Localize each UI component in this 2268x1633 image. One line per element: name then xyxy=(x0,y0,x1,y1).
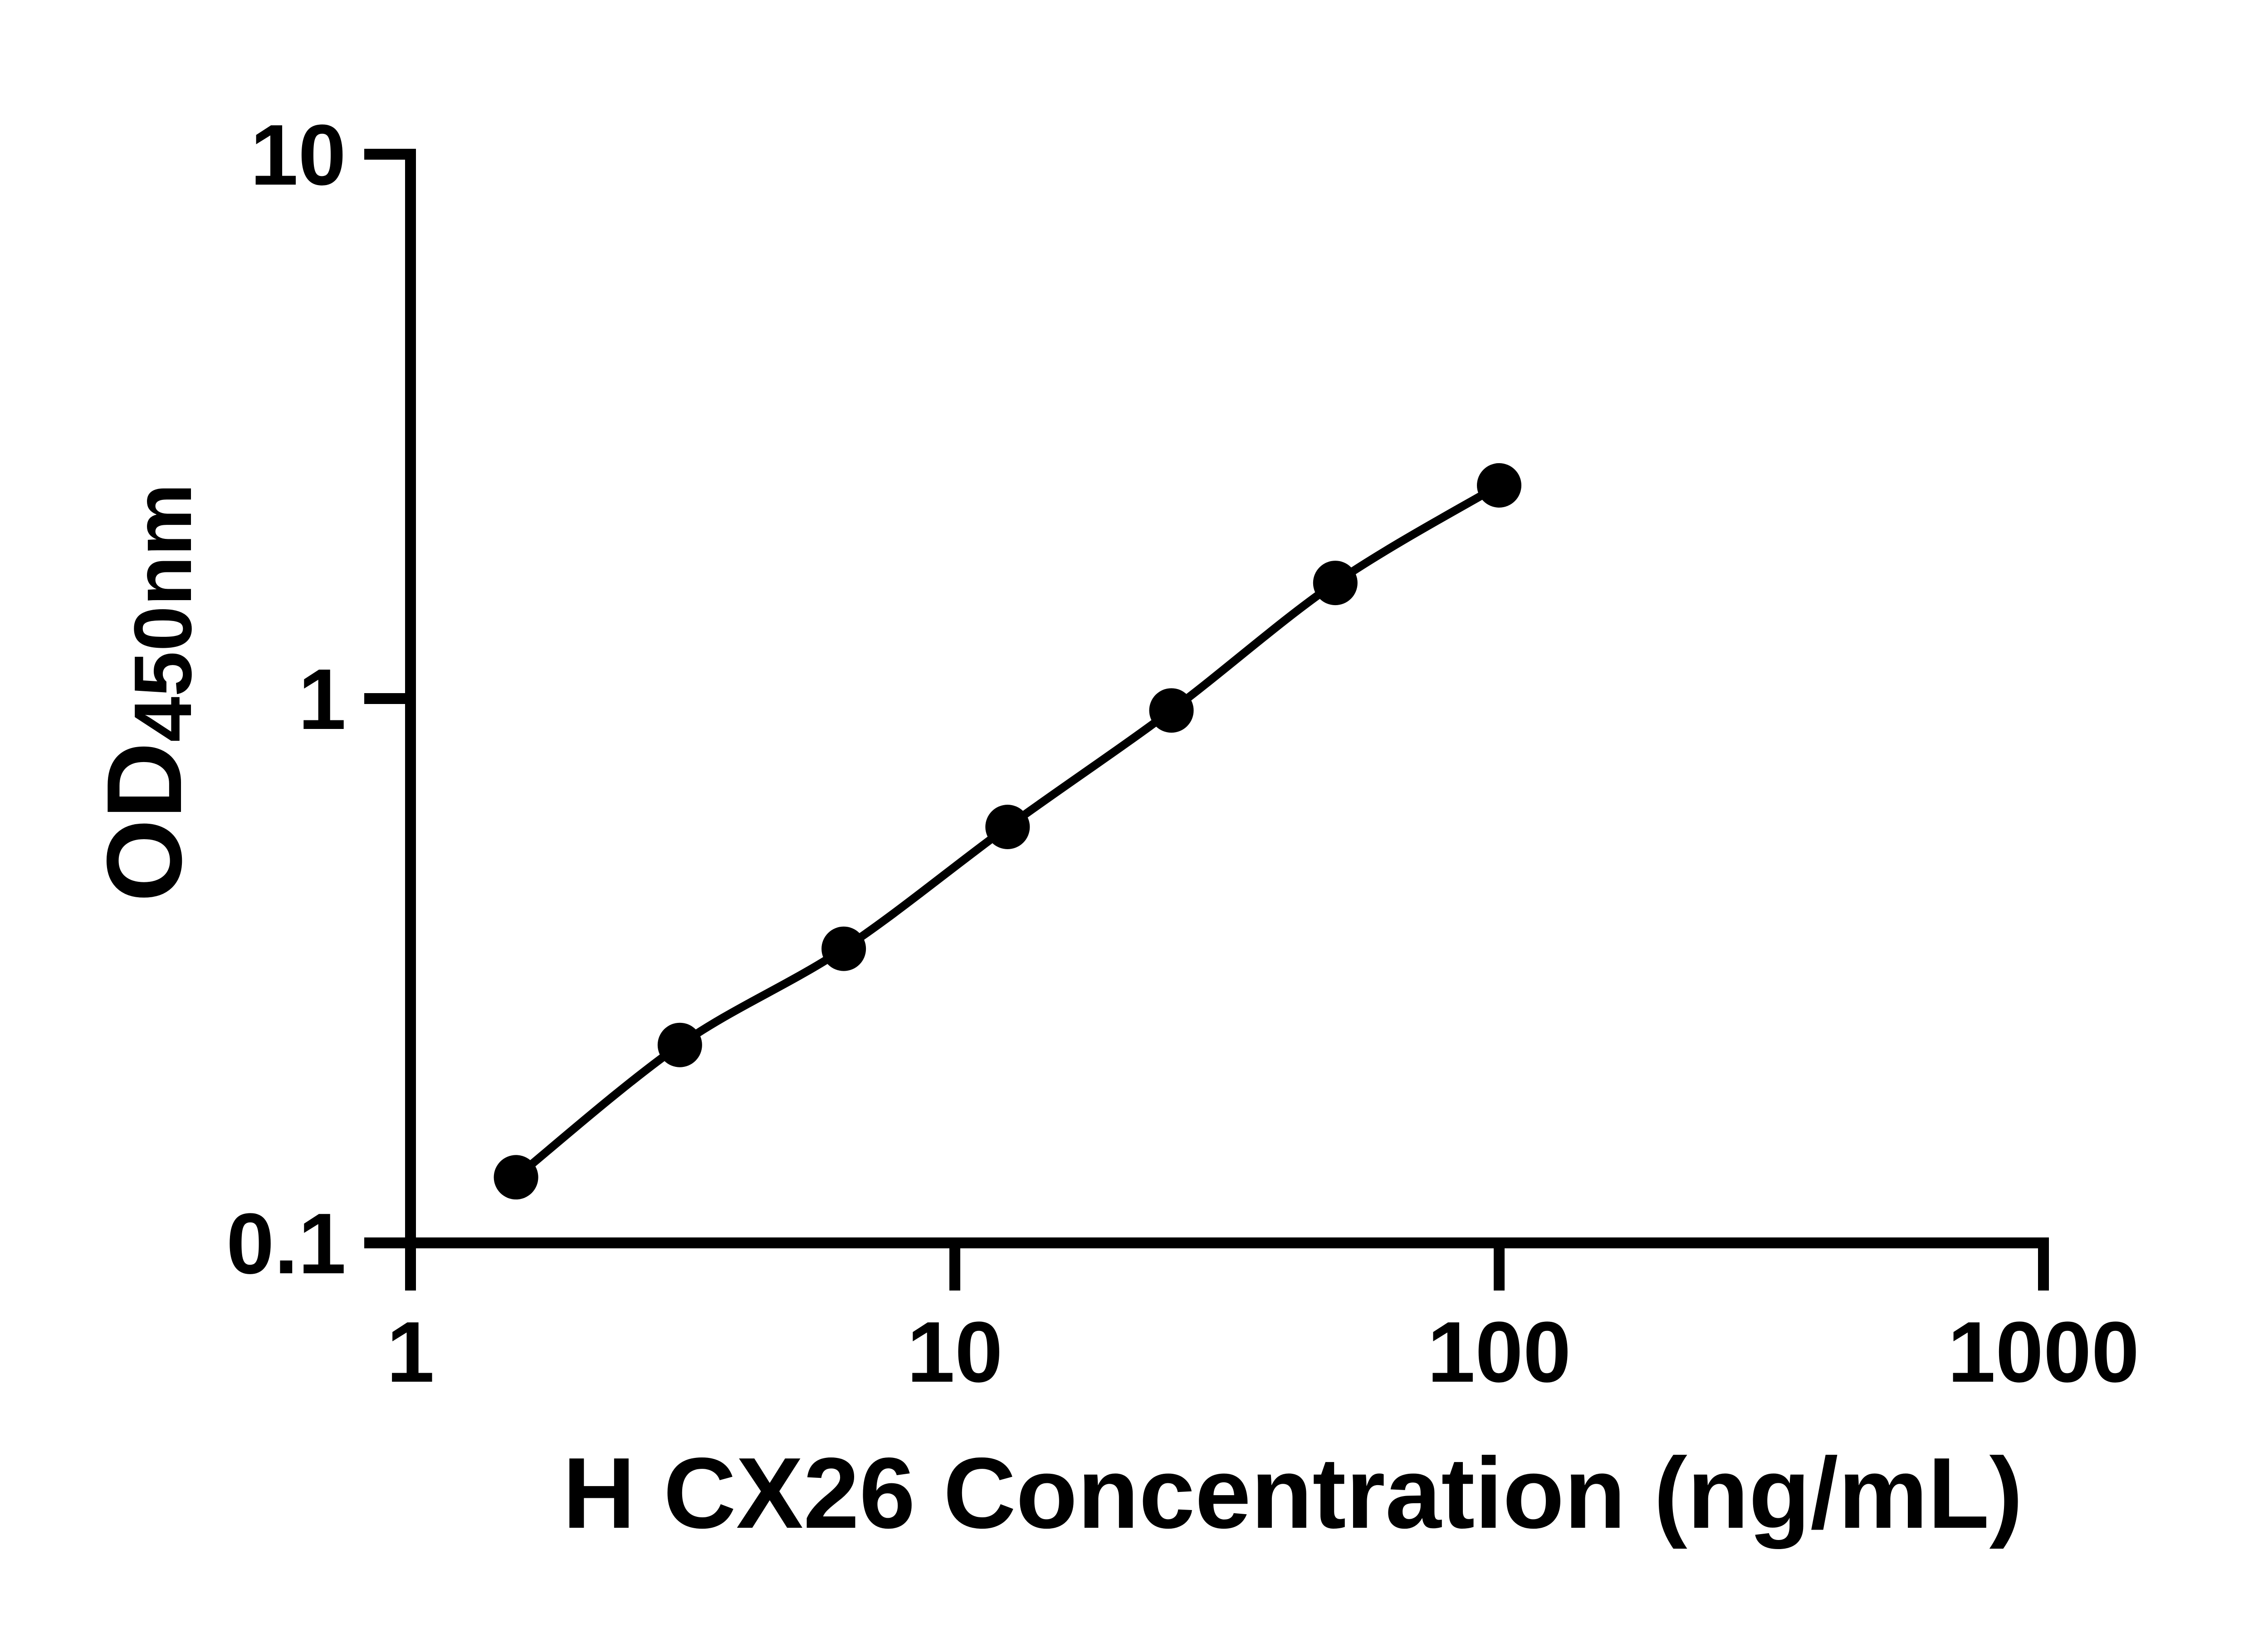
x-tick-label-1: 1 xyxy=(386,1304,435,1400)
y-axis-title-subscript: 450nm xyxy=(117,484,209,742)
data-point xyxy=(985,805,1030,849)
y-axis-title: OD450nm xyxy=(84,484,209,902)
x-tick-label-1000: 1000 xyxy=(1948,1304,2140,1400)
axes xyxy=(405,149,2049,1248)
y-axis-title-main: OD xyxy=(84,742,204,902)
x-tick-label-10: 10 xyxy=(907,1304,1002,1400)
y-tick-marks xyxy=(364,149,416,1248)
data-point xyxy=(1313,561,1358,606)
x-axis-title: H CX26 Concentration (ng/mL) xyxy=(562,1437,2023,1550)
y-tick-labels: 0.1 1 10 xyxy=(226,107,346,1292)
data-point xyxy=(657,1022,702,1067)
y-tick-label-1: 1 xyxy=(298,651,346,748)
data-points xyxy=(494,463,1521,1200)
x-tick-labels: 1 10 100 1000 xyxy=(386,1304,2139,1400)
data-point xyxy=(1149,688,1194,733)
y-tick-label-0.1: 0.1 xyxy=(226,1196,346,1292)
data-point xyxy=(1477,463,1521,508)
x-tick-label-100: 100 xyxy=(1427,1304,1571,1400)
y-tick-label-10: 10 xyxy=(250,107,346,203)
data-point xyxy=(494,1155,538,1200)
data-point xyxy=(821,926,866,971)
